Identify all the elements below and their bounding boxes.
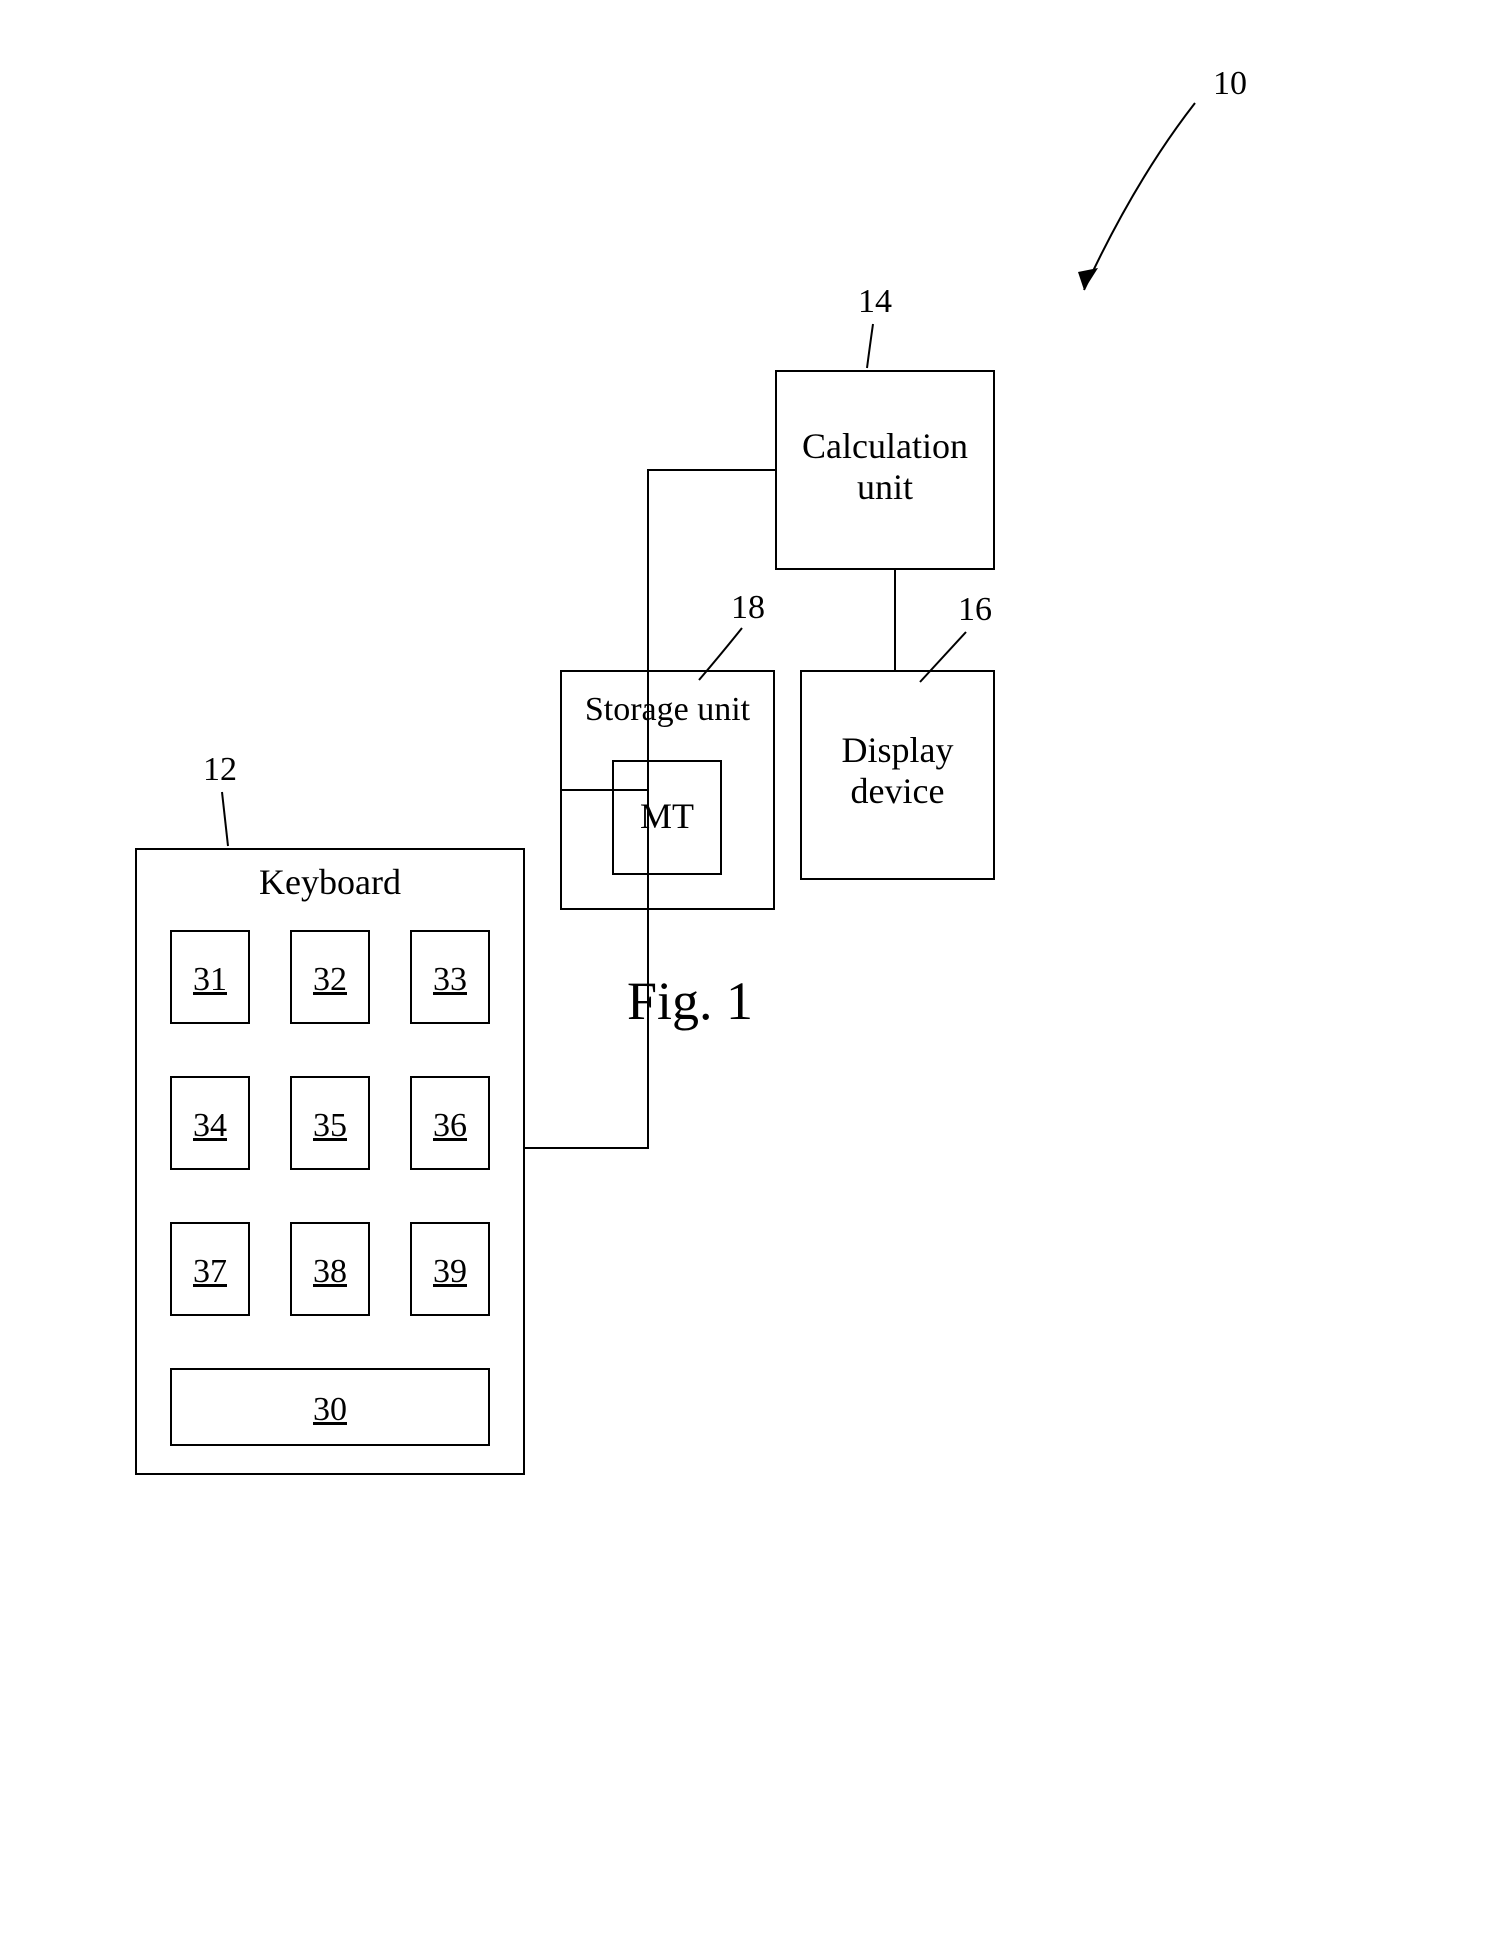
key-32-label: 32 [290,960,370,999]
ref-18: 18 [723,588,773,627]
key-34-label: 34 [170,1106,250,1145]
storage-inner-label: MT [612,796,722,837]
ref-16: 16 [950,590,1000,629]
storage-title: Storage unit [560,690,775,729]
key-39-label: 39 [410,1252,490,1291]
ref-10: 10 [1205,64,1255,103]
key-37-label: 37 [170,1252,250,1291]
display-title: Display device [800,730,995,813]
key-31-label: 31 [170,960,250,999]
figure-stage: Keyboard 31 32 33 34 35 36 37 38 39 30 C… [0,0,1508,1958]
figure-label: Fig. 1 [560,970,820,1032]
ref-14: 14 [850,282,900,321]
key-38-label: 38 [290,1252,370,1291]
key-36-label: 36 [410,1106,490,1145]
key-35-label: 35 [290,1106,370,1145]
ref-12: 12 [195,750,245,789]
key-33-label: 33 [410,960,490,999]
calculation-title: Calculation unit [775,426,995,509]
key-30-label: 30 [170,1390,490,1429]
keyboard-title: Keyboard [135,862,525,903]
